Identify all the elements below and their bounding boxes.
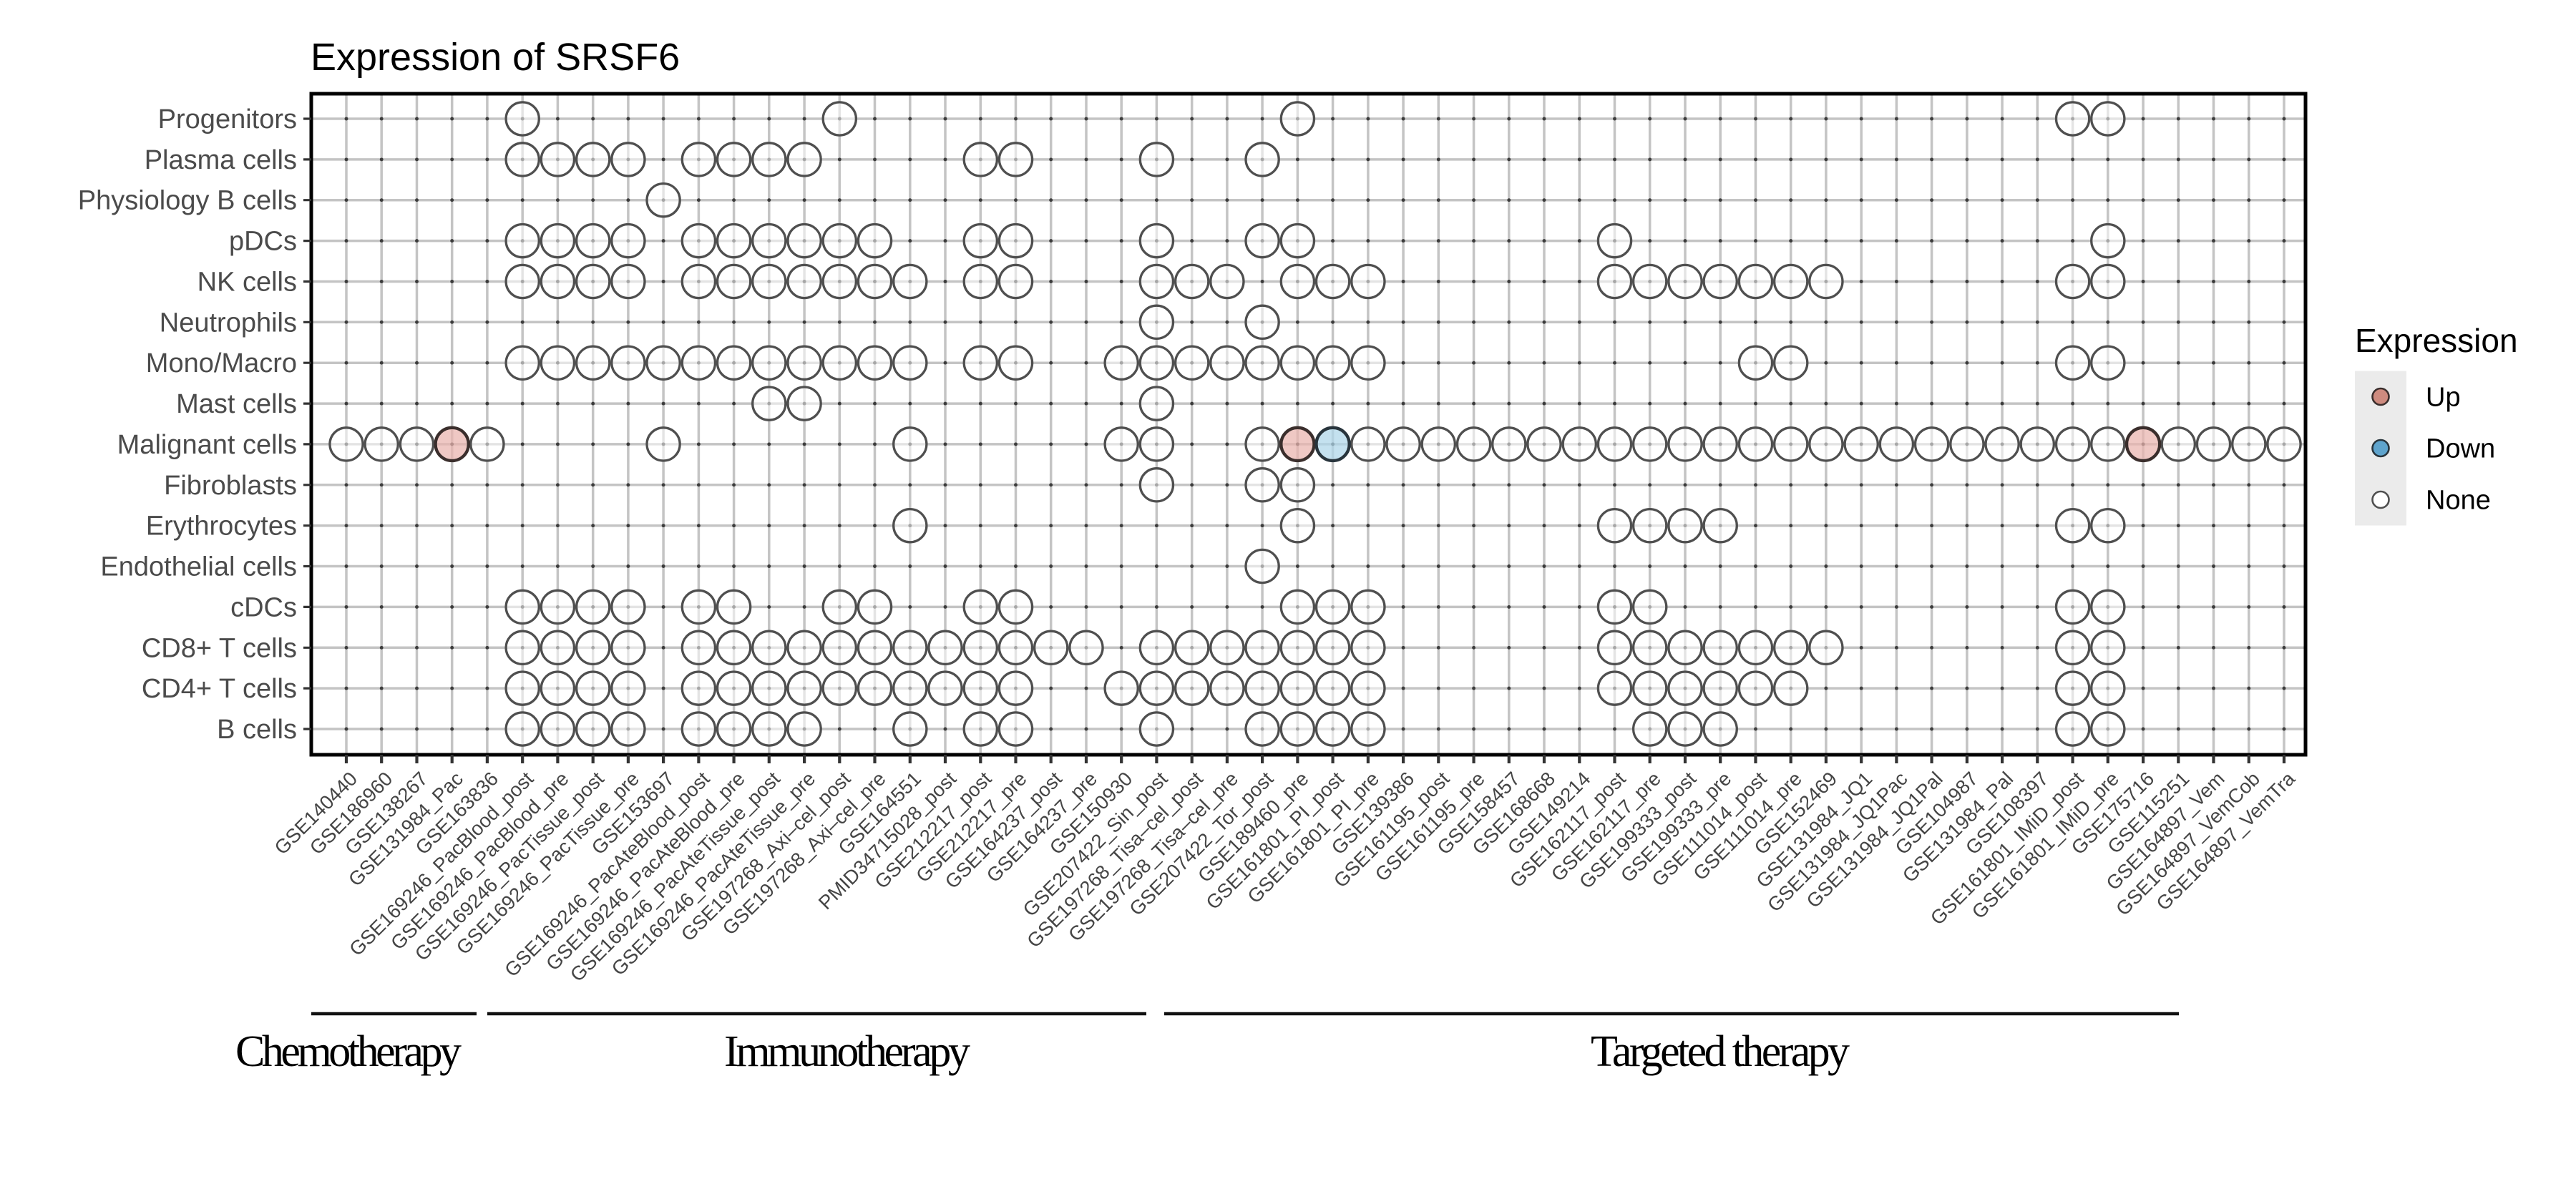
svg-text:Mast cells: Mast cells [176,389,297,419]
svg-text:B cells: B cells [217,715,297,745]
svg-text:Immunotherapy: Immunotherapy [724,1027,970,1076]
svg-text:cDCs: cDCs [230,592,297,622]
svg-text:Up: Up [2426,383,2461,413]
svg-text:NK cells: NK cells [197,268,297,298]
svg-text:Erythrocytes: Erythrocytes [146,512,297,542]
svg-text:Physiology B cells: Physiology B cells [78,186,297,216]
svg-text:Fibroblasts: Fibroblasts [164,471,297,501]
svg-text:pDCs: pDCs [229,227,297,257]
svg-text:Neutrophils: Neutrophils [160,308,297,338]
svg-text:Endothelial cells: Endothelial cells [100,552,297,582]
svg-text:Plasma cells: Plasma cells [145,145,297,175]
svg-text:Mono/Macro: Mono/Macro [146,348,297,378]
svg-text:None: None [2426,486,2491,516]
svg-text:Malignant cells: Malignant cells [117,430,297,460]
svg-text:CD8+ T cells: CD8+ T cells [142,633,297,663]
svg-text:Down: Down [2426,434,2495,464]
svg-text:CD4+ T cells: CD4+ T cells [142,674,297,704]
svg-text:Progenitors: Progenitors [158,104,297,134]
svg-text:Expression of SRSF6: Expression of SRSF6 [311,36,680,79]
svg-text:Expression: Expression [2355,322,2518,359]
svg-text:Targeted therapy: Targeted therapy [1591,1027,1850,1076]
svg-text:Chemotherapy: Chemotherapy [235,1027,462,1076]
